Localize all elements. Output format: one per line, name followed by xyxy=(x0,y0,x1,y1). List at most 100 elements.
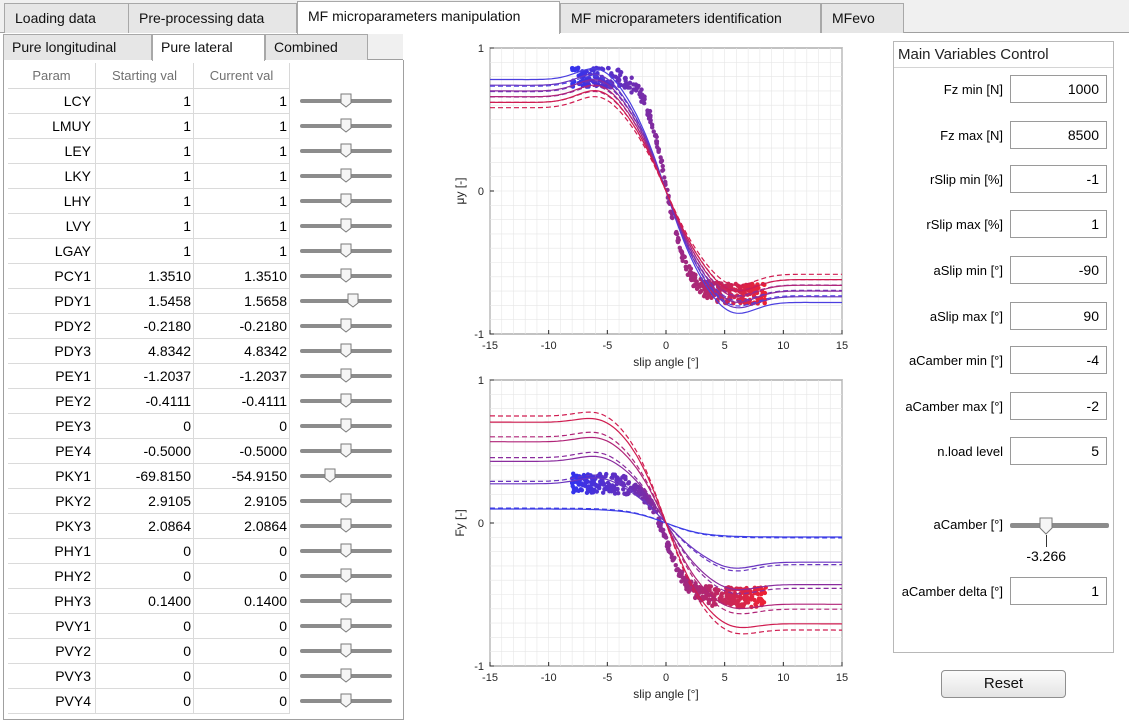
current-value[interactable]: 1.5658 xyxy=(194,289,290,314)
slider-thumb[interactable] xyxy=(340,343,352,358)
current-value[interactable]: -1.2037 xyxy=(194,364,290,389)
current-value[interactable]: 1 xyxy=(194,139,290,164)
starting-value: 0 xyxy=(96,564,194,589)
param-slider[interactable] xyxy=(300,489,392,514)
current-value[interactable]: 4.8342 xyxy=(194,339,290,364)
rslip-min-field[interactable] xyxy=(1010,165,1107,193)
current-value[interactable]: 2.9105 xyxy=(194,489,290,514)
tab-pre-processing-data[interactable]: Pre-processing data xyxy=(128,3,297,33)
aslip-max-field[interactable] xyxy=(1010,302,1107,330)
param-slider[interactable] xyxy=(300,214,392,239)
param-slider[interactable] xyxy=(300,614,392,639)
current-value[interactable]: 0.1400 xyxy=(194,589,290,614)
param-slider[interactable] xyxy=(300,189,392,214)
param-slider[interactable] xyxy=(300,539,392,564)
fz-max-n-field[interactable] xyxy=(1010,121,1107,149)
tab-mf-microparameters-manipulation[interactable]: MF microparameters manipulation xyxy=(297,1,560,34)
current-value[interactable]: -0.2180 xyxy=(194,314,290,339)
current-value[interactable]: 1 xyxy=(194,89,290,114)
current-value[interactable]: 0 xyxy=(194,664,290,689)
param-slider[interactable] xyxy=(300,339,392,364)
tab-pure-lateral[interactable]: Pure lateral xyxy=(152,34,265,61)
param-slider[interactable] xyxy=(300,164,392,189)
param-slider[interactable] xyxy=(300,364,392,389)
tab-loading-data[interactable]: Loading data xyxy=(4,3,129,33)
slider-thumb[interactable] xyxy=(340,593,352,608)
current-value[interactable]: 0 xyxy=(194,689,290,714)
slider-thumb[interactable] xyxy=(340,368,352,383)
tab-mf-microparameters-identification[interactable]: MF microparameters identification xyxy=(560,3,821,33)
param-slider[interactable] xyxy=(300,139,392,164)
param-slider[interactable] xyxy=(300,439,392,464)
param-slider[interactable] xyxy=(300,664,392,689)
param-slider[interactable] xyxy=(300,464,392,489)
slider-thumb[interactable] xyxy=(340,493,352,508)
slider-thumb[interactable] xyxy=(1039,517,1053,535)
param-slider[interactable] xyxy=(300,514,392,539)
tab-pure-longitudinal[interactable]: Pure longitudinal xyxy=(3,34,152,60)
slider-thumb[interactable] xyxy=(340,93,352,108)
slider-thumb[interactable] xyxy=(340,193,352,208)
slider-thumb[interactable] xyxy=(340,218,352,233)
slider-thumb[interactable] xyxy=(340,268,352,283)
tab-mfevo[interactable]: MFevo xyxy=(821,3,904,33)
current-value[interactable]: -54.9150 xyxy=(194,464,290,489)
param-slider[interactable] xyxy=(300,589,392,614)
tab-combined[interactable]: Combined xyxy=(265,34,368,60)
slider-thumb[interactable] xyxy=(340,118,352,133)
slider-thumb[interactable] xyxy=(340,243,352,258)
slider-thumb[interactable] xyxy=(340,168,352,183)
param-slider[interactable] xyxy=(300,289,392,314)
param-slider[interactable] xyxy=(300,239,392,264)
current-value[interactable]: 1 xyxy=(194,114,290,139)
slider-thumb[interactable] xyxy=(324,468,336,483)
param-slider[interactable] xyxy=(300,414,392,439)
slider-thumb[interactable] xyxy=(340,668,352,683)
param-slider[interactable] xyxy=(300,389,392,414)
n-load-level-field[interactable] xyxy=(1010,437,1107,465)
param-slider[interactable] xyxy=(300,639,392,664)
current-value[interactable]: -0.4111 xyxy=(194,389,290,414)
acamber-max-field[interactable] xyxy=(1010,392,1107,420)
aslip-min-field[interactable] xyxy=(1010,256,1107,284)
param-slider[interactable] xyxy=(300,89,392,114)
acamber-slider[interactable] xyxy=(1010,517,1109,539)
slider-thumb[interactable] xyxy=(340,318,352,333)
fz-min-n-field[interactable] xyxy=(1010,75,1107,103)
param-slider[interactable] xyxy=(300,564,392,589)
current-value[interactable]: 1 xyxy=(194,189,290,214)
slider-thumb[interactable] xyxy=(340,543,352,558)
current-value[interactable]: 0 xyxy=(194,414,290,439)
slider-thumb[interactable] xyxy=(340,443,352,458)
slider-thumb[interactable] xyxy=(340,568,352,583)
slider-thumb[interactable] xyxy=(340,418,352,433)
param-slider[interactable] xyxy=(300,314,392,339)
current-value[interactable]: 1 xyxy=(194,239,290,264)
slider-thumb[interactable] xyxy=(340,618,352,633)
current-value[interactable]: 0 xyxy=(194,564,290,589)
current-value[interactable]: 0 xyxy=(194,614,290,639)
param-slider[interactable] xyxy=(300,114,392,139)
slider-thumb[interactable] xyxy=(340,518,352,533)
current-value[interactable]: 2.0864 xyxy=(194,514,290,539)
slider-thumb[interactable] xyxy=(340,143,352,158)
slider-thumb[interactable] xyxy=(340,643,352,658)
slider-thumb[interactable] xyxy=(347,293,359,308)
current-value[interactable]: -0.5000 xyxy=(194,439,290,464)
current-value[interactable]: 1.3510 xyxy=(194,264,290,289)
acamber-min-field[interactable] xyxy=(1010,346,1107,374)
acamber-delta-field[interactable] xyxy=(1010,577,1107,605)
main-variables-control-panel: Main Variables Control Fz min [N] Fz max … xyxy=(893,41,1114,653)
slider-thumb[interactable] xyxy=(340,393,352,408)
current-value[interactable]: 1 xyxy=(194,214,290,239)
table-row: PKY2 2.9105 2.9105 xyxy=(8,489,403,514)
rslip-max-field[interactable] xyxy=(1010,210,1107,238)
current-value[interactable]: 1 xyxy=(194,164,290,189)
param-slider[interactable] xyxy=(300,689,392,714)
slider-thumb[interactable] xyxy=(340,693,352,708)
current-value[interactable]: 0 xyxy=(194,639,290,664)
acamber-min-label: aCamber min [°] xyxy=(908,353,1003,368)
current-value[interactable]: 0 xyxy=(194,539,290,564)
param-slider[interactable] xyxy=(300,264,392,289)
reset-button[interactable]: Reset xyxy=(941,670,1066,698)
